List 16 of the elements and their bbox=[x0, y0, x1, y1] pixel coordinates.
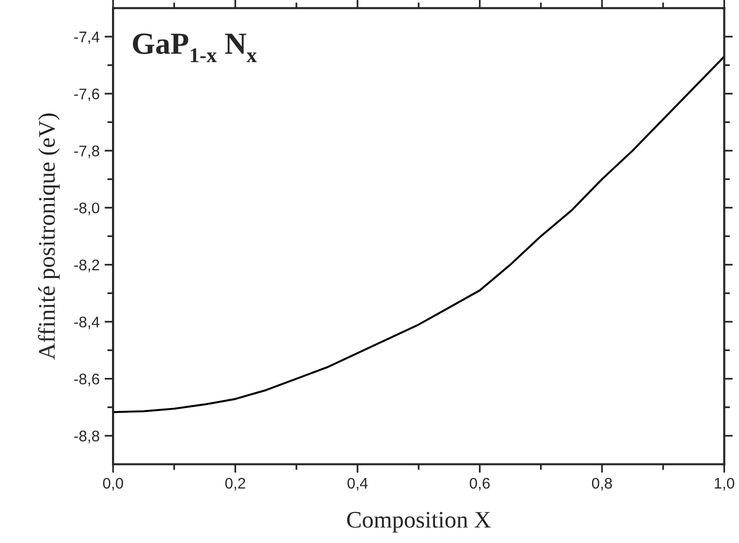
y-tick-label: -8,8 bbox=[74, 430, 100, 444]
y-tick-label: -7,6 bbox=[74, 88, 100, 102]
x-tick-label: 0,8 bbox=[592, 478, 612, 490]
x-tick-label: 0,4 bbox=[348, 478, 368, 490]
x-tick-label: 0,0 bbox=[103, 478, 124, 490]
x-tick-label: 0,6 bbox=[470, 478, 490, 490]
x-tick-label: 1,0 bbox=[714, 478, 734, 490]
y-axis-title: Affinité positronique (eV) bbox=[38, 114, 60, 360]
y-tick-label: -7,8 bbox=[74, 146, 100, 158]
y-tick-label: -7,4 bbox=[74, 32, 100, 44]
y-tick-label: -8,0 bbox=[74, 202, 100, 216]
x-tick-label: 0,2 bbox=[225, 478, 246, 490]
y-tick-label: -8,6 bbox=[74, 374, 100, 386]
x-axis-title: Composition X bbox=[347, 512, 491, 533]
y-tick-label: -8,2 bbox=[74, 260, 100, 272]
y-tick-label: -8,4 bbox=[74, 316, 100, 330]
